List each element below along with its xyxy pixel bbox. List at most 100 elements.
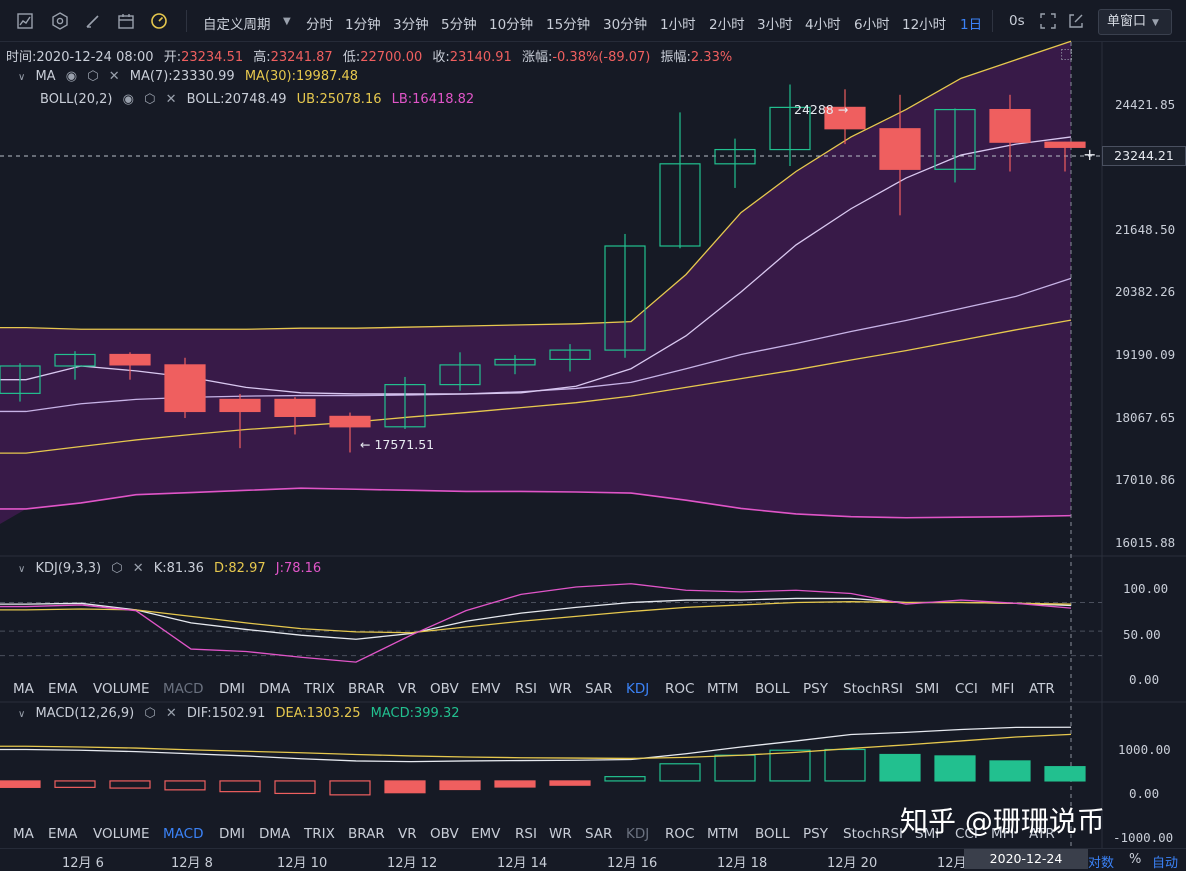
chevron-down-icon[interactable]: ∨ [18,564,26,575]
indicator-tab[interactable]: CCI [955,826,978,842]
indicator-tab[interactable]: SAR [585,681,613,697]
indicator-tab[interactable]: BRAR [348,826,385,842]
indicator-tab[interactable]: ROC [665,826,695,842]
indicator-tab[interactable]: VOLUME [93,826,150,842]
period-tab[interactable]: 3小时 [757,17,793,33]
eye-icon[interactable]: ◉ [122,92,134,107]
indicator-tab[interactable]: BOLL [755,681,790,697]
indicator-tab[interactable]: SAR [585,826,613,842]
indicator-tab[interactable]: VOLUME [93,681,150,697]
indicator-tab[interactable]: TRIX [304,826,335,842]
close-icon[interactable]: ✕ [108,69,120,84]
window-mode-dropdown[interactable]: 单窗口 ▼ [1098,9,1172,35]
indicator-tab[interactable]: KDJ [626,681,650,697]
period-tab-active[interactable]: 1日 [960,17,983,33]
chevron-down-icon[interactable]: ∨ [18,709,26,720]
macd-hist-bar [494,780,536,788]
indicator-tab[interactable]: MFI [991,826,1015,842]
period-tab[interactable]: 12小时 [902,17,947,33]
period-tab[interactable]: 6小时 [854,17,890,33]
indicator-tab[interactable]: WR [549,681,572,697]
macd-tick-label: 1000.00 [1118,742,1171,757]
candle-body [384,384,426,428]
custom-period-dropdown[interactable]: 自定义周期 [203,17,271,33]
indicator-tab[interactable]: OBV [430,826,459,842]
high-annotation-value: 24288 [794,102,834,117]
period-tab[interactable]: 1小时 [660,17,696,33]
indicator-tab[interactable]: KDJ [626,826,650,842]
indicator-tab[interactable]: DMA [259,681,291,697]
indicator-tab[interactable]: TRIX [304,681,335,697]
gear-icon[interactable]: ⬡ [144,706,156,721]
period-tab[interactable]: 3分钟 [393,17,429,33]
open-label: 开: [163,50,182,65]
close-icon[interactable]: ✕ [132,561,144,576]
indicator-tab[interactable]: StochRSI [843,681,904,697]
period-tab[interactable]: 5分钟 [441,17,477,33]
close-icon[interactable]: ✕ [165,706,177,721]
kdj-tick-label: 100.00 [1123,581,1169,596]
indicator-tab[interactable]: EMV [471,826,501,842]
indicator-tab[interactable]: ROC [665,681,695,697]
gauge-icon[interactable] [150,12,168,30]
indicator-tab[interactable]: EMV [471,681,501,697]
indicator-tab[interactable]: MFI [991,681,1015,697]
gear-icon[interactable]: ⬡ [144,92,156,107]
calendar-icon[interactable] [117,12,135,30]
settings-icon[interactable] [51,12,69,30]
indicator-tab[interactable]: OBV [430,681,459,697]
popout-icon[interactable] [1067,12,1085,30]
indicator-tab[interactable]: PSY [803,826,828,842]
indicator-tab[interactable]: MACD [163,681,204,697]
indicator-tab[interactable]: MTM [707,826,739,842]
indicator-tab[interactable]: StochRSI [843,826,904,842]
percent-scale-toggle[interactable]: % [1129,852,1142,867]
eye-icon[interactable]: ◉ [65,69,78,84]
indicator-tab[interactable]: EMA [48,681,78,697]
chevron-down-icon[interactable]: ∨ [18,72,26,83]
gear-icon[interactable]: ⬡ [111,561,123,576]
indicator-tab[interactable]: RSI [515,681,537,697]
period-tab[interactable]: 4小时 [805,17,841,33]
indicator-tab[interactable]: VR [398,826,417,842]
period-tab[interactable]: 分时 [306,17,333,33]
indicator-tab[interactable]: MACD [163,826,204,842]
fullscreen-icon[interactable] [1039,12,1057,30]
gear-icon[interactable]: ⬡ [87,69,99,84]
indicator-tab[interactable]: MA [13,826,34,842]
indicator-tab[interactable]: BOLL [755,826,790,842]
indicator-tab[interactable]: ATR [1029,826,1055,842]
indicator-tab[interactable]: MA [13,681,34,697]
indicator-tab[interactable]: DMI [219,826,246,842]
indicator-tab[interactable]: BRAR [348,681,385,697]
indicator-tab[interactable]: PSY [803,681,828,697]
period-tab[interactable]: 10分钟 [489,17,534,33]
indicator-tab[interactable]: SMI [915,681,940,697]
indicator-tab[interactable]: ATR [1029,681,1055,697]
indicator-tab[interactable]: VR [398,681,417,697]
indicator-tab[interactable]: CCI [955,681,978,697]
period-tab[interactable]: 1分钟 [345,17,381,33]
boll-legend: BOLL(20,2) ◉ ⬡ ✕ BOLL:20748.49 UB:25078.… [40,92,480,107]
period-tab[interactable]: 30分钟 [603,17,648,33]
indicator-tab[interactable]: DMI [219,681,246,697]
chart-canvas[interactable] [0,0,1186,848]
draw-pen-icon[interactable] [84,12,102,30]
indicator-tab[interactable]: DMA [259,826,291,842]
chart-type-icon[interactable] [16,12,34,30]
close-icon[interactable]: ✕ [165,92,177,107]
period-tab[interactable]: 15分钟 [546,17,591,33]
chevron-down-icon[interactable]: ▼ [283,16,291,27]
indicator-tab[interactable]: RSI [515,826,537,842]
period-tab[interactable]: 2小时 [709,17,745,33]
collapse-pane-icon[interactable]: ⬚ [1060,46,1074,62]
indicator-tab[interactable]: MTM [707,681,739,697]
auto-scale-toggle[interactable]: 自动 [1152,856,1179,871]
kdj-d-value: D:82.97 [214,561,266,576]
add-crosshair-icon[interactable]: + [1083,145,1097,164]
log-scale-toggle[interactable]: 对数 [1088,856,1115,871]
indicator-tab[interactable]: SMI [915,826,940,842]
indicator-tab[interactable]: WR [549,826,572,842]
indicator-tab[interactable]: EMA [48,826,78,842]
macd-tick-label: 0.00 [1129,786,1160,801]
